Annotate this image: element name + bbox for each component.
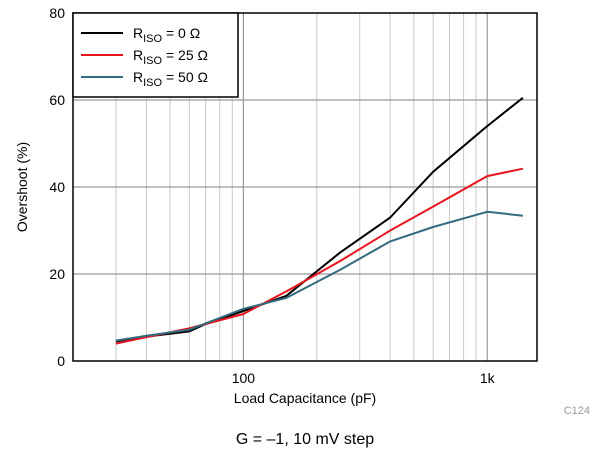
x-tick-labels: 100 1k — [232, 370, 496, 386]
x-axis-label: Load Capacitance (pF) — [234, 390, 376, 406]
y-tick-label: 80 — [49, 5, 65, 21]
legend-label-2: RISO = 50 Ω — [133, 69, 208, 89]
y-tick-labels: 0 20 40 60 80 — [49, 5, 65, 369]
x-tick-label: 1k — [480, 370, 496, 386]
series-line-0 — [115, 97, 524, 343]
y-tick-label: 0 — [57, 353, 65, 369]
figure-code: C124 — [564, 405, 590, 417]
x-tick-label: 100 — [232, 370, 256, 386]
plot-frame — [72, 12, 538, 362]
series-lines — [115, 97, 524, 345]
y-axis-label: Overshoot (%) — [14, 142, 30, 232]
legend-label-1: RISO = 25 Ω — [133, 47, 208, 67]
series-line-2 — [115, 210, 524, 342]
series-line-1 — [115, 167, 524, 345]
legend-label-0: RISO = 0 Ω — [133, 25, 200, 45]
y-tick-label: 60 — [49, 92, 65, 108]
y-tick-label: 40 — [49, 179, 65, 195]
caption: G = –1, 10 mV step — [236, 431, 374, 448]
y-tick-label: 20 — [49, 266, 65, 282]
